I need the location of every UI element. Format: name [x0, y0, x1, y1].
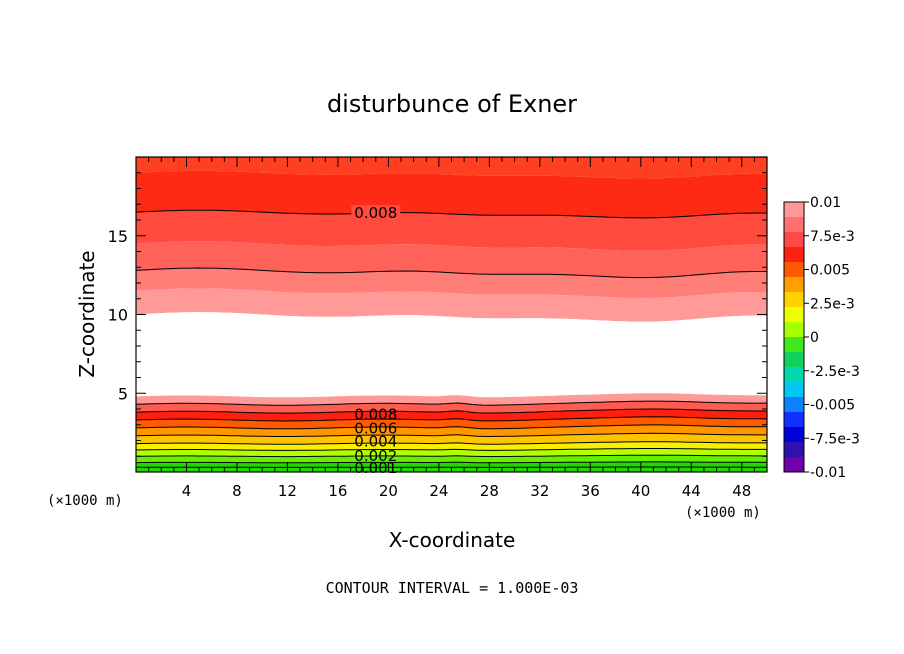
x-axis-ticks: 4 8 12 16 20 24 28 32 36 40 44 48: [148, 157, 755, 500]
contour-line-8: [136, 448, 767, 451]
contour-label-3: 0.004: [354, 432, 397, 450]
x-unit-left: (×1000 m): [47, 493, 123, 509]
x-tick-label: 36: [581, 482, 600, 500]
x-tick-label: 16: [328, 482, 347, 500]
colorbar-swatch: [784, 382, 804, 398]
contour-band-9: [136, 409, 767, 421]
x-tick-label: 28: [480, 482, 499, 500]
contour-interval-footer: CONTOUR INTERVAL = 1.000E-03: [326, 579, 579, 597]
y-tick-label: 10: [108, 306, 128, 325]
colorbar-swatch: [784, 277, 804, 293]
x-tick-label: 8: [232, 482, 242, 500]
contour-band-4: [136, 268, 767, 299]
colorbar-swatch: [784, 217, 804, 233]
colorbar-swatch: [784, 367, 804, 383]
colorbar-swatch: [784, 442, 804, 458]
contour-line-2: [135, 400, 767, 406]
colorbar-swatch: [784, 352, 804, 368]
contour-band-1: [136, 170, 767, 218]
contour-line-3: [135, 408, 767, 414]
colorbar-label: -7.5e-3: [810, 431, 860, 447]
contour-line-10: [135, 461, 767, 464]
contour-band-10: [136, 416, 767, 429]
x-tick-label: 44: [682, 482, 701, 500]
y-tick-label: 15: [108, 227, 128, 246]
y-axis-ticks: 5 10 15: [108, 172, 767, 457]
contour-bands: [136, 157, 767, 472]
colorbar-label: -0.01: [810, 465, 846, 481]
contour-label-2: 0.006: [354, 420, 397, 438]
colorbar-swatch: [784, 307, 804, 323]
contour-band-12: [136, 433, 767, 445]
colorbar-swatch: [784, 397, 804, 413]
colorbar-swatch: [784, 262, 804, 278]
colorbar-label: -0.005: [810, 398, 855, 414]
colorbar-swatch: [784, 232, 804, 248]
colorbar-swatch: [784, 322, 804, 338]
x-tick-label: 12: [278, 482, 297, 500]
colorbar-label: 0.01: [810, 195, 841, 211]
contour-band-7: [136, 393, 767, 406]
contour-label-4: 0.002: [354, 447, 397, 465]
contour-line-5: [135, 424, 767, 430]
contour-band-6: [136, 312, 767, 398]
colorbar-label: 2.5e-3: [810, 296, 855, 312]
contour-band-8: [136, 401, 767, 414]
contour-lines: [135, 209, 768, 468]
colorbar-swatch: [784, 427, 804, 443]
colorbar-swatch: [784, 412, 804, 428]
x-tick-label: 20: [379, 482, 398, 500]
colorbar-label: 7.5e-3: [810, 229, 855, 245]
contour-label-1: 0.008: [354, 405, 397, 423]
contour-band-5: [136, 288, 767, 322]
x-tick-label: 24: [429, 482, 448, 500]
colorbar-label: -2.5e-3: [810, 364, 860, 380]
contour-line-0: [135, 209, 767, 219]
colorbar-swatch: [784, 247, 804, 263]
contour-band-2: [136, 210, 767, 251]
contour-line-9: [135, 454, 767, 458]
y-axis-label: Z-coordinate: [75, 250, 99, 377]
contour-label-0: 0.008: [354, 204, 397, 222]
colorbar-swatch: [784, 337, 804, 353]
y-tick-label: 5: [118, 384, 128, 403]
contour-band-0: [136, 157, 767, 179]
contour-line-1: [135, 267, 767, 279]
colorbar-label: 0.005: [810, 263, 850, 279]
colorbar-swatch: [784, 457, 804, 473]
contour-line-6: [135, 432, 767, 438]
contour-line-7: [135, 441, 767, 445]
contour-band-13: [136, 441, 767, 451]
contour-line-4: [135, 416, 768, 422]
chart-title: disturbunce of Exner: [327, 90, 577, 118]
x-tick-label: 48: [732, 482, 751, 500]
x-axis-label: X-coordinate: [389, 528, 516, 552]
colorbar-swatch: [784, 292, 804, 308]
x-tick-label: 32: [530, 482, 549, 500]
contour-band-3: [136, 241, 767, 278]
x-unit-right: (×1000 m): [685, 505, 761, 521]
colorbar-swatch: [784, 202, 804, 218]
colorbar-label: 0: [810, 330, 819, 346]
colorbar: 0.01 7.5e-3 0.005 2.5e-3 0 -2.5e-3 -0.005 -7.5e…: [783, 195, 860, 481]
x-tick-label: 4: [182, 482, 192, 500]
x-tick-label: 40: [631, 482, 650, 500]
contour-label-bg-0: [351, 205, 401, 220]
